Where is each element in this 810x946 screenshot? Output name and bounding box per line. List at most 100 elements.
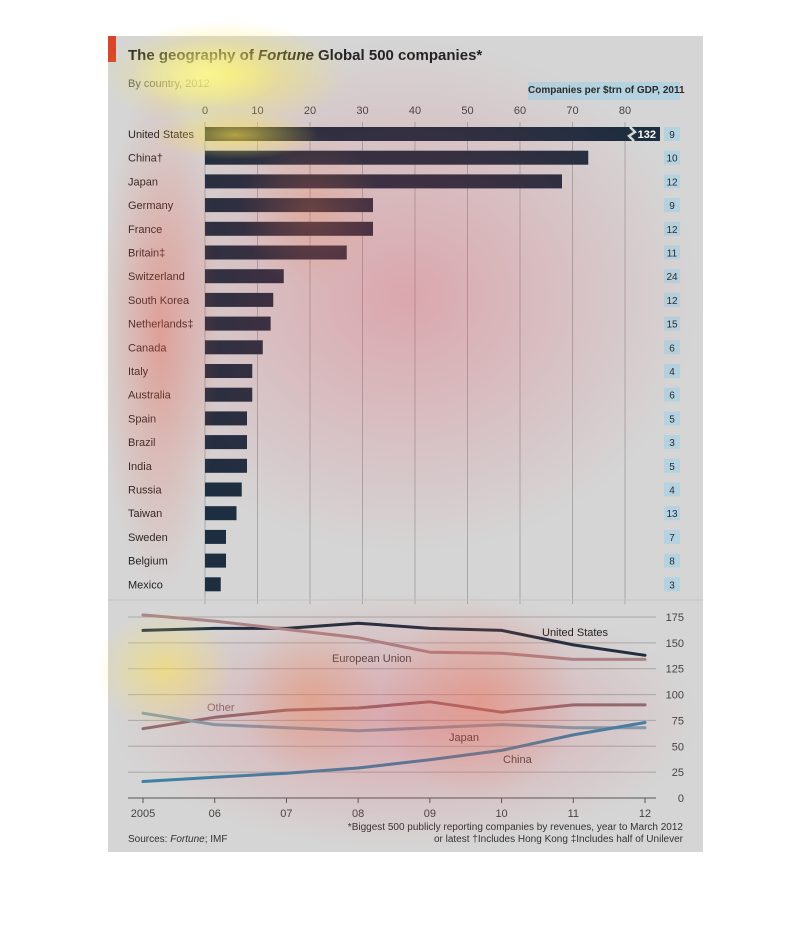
bar [205,553,226,568]
gdp-value: 12 [666,296,678,307]
category-label: Japan [128,176,158,188]
bar-data-label: 132 [638,129,656,141]
x-tick-label: 10 [495,808,507,820]
category-label: South Korea [128,295,190,307]
x-tick-label: 08 [352,808,364,820]
category-label: Canada [128,342,167,354]
gdp-value-box [664,482,680,497]
footnote: *Biggest 500 publicly reporting companie… [348,822,683,846]
x-tick-label: 06 [209,808,221,820]
x-tick-label: 80 [619,105,631,117]
gdp-value-box [664,316,680,331]
gdp-value-box [664,245,680,260]
series-label: Japan [449,732,479,744]
bar [205,340,263,355]
x-tick-label: 60 [514,105,526,117]
x-tick-label: 30 [356,105,368,117]
category-label: Mexico [128,579,163,591]
series-label: China [503,754,533,766]
gdp-value: 10 [666,154,678,165]
gdp-value-box [664,458,680,473]
gdp-value: 12 [666,225,678,236]
bar [205,269,284,284]
gdp-value: 8 [669,557,675,568]
sources-prefix: Sources: [128,834,171,845]
gdp-value: 9 [669,130,675,141]
gdp-value-box [664,269,680,284]
category-label: Australia [128,390,172,402]
footnote-line-1: *Biggest 500 publicly reporting companie… [347,822,683,833]
category-label: Britain‡ [128,248,165,260]
footnote-line-2: or latest †Includes Hong Kong ‡Includes … [433,834,683,845]
category-label: Netherlands‡ [128,319,193,331]
x-tick-label: 40 [409,105,421,117]
axis-break-mark [627,126,637,142]
bar [205,316,271,331]
category-label: Taiwan [128,508,162,520]
line-chart: 0 25 50 75 100 125 150 175 2005 06 07 08 09 10 11 12 Uni… [108,599,703,820]
gdp-value: 24 [666,272,678,283]
bar [205,198,373,213]
gdp-value: 4 [669,367,675,378]
bar [205,482,242,497]
gdp-value: 7 [669,533,675,544]
gdp-value: 11 [667,249,678,260]
title-text-end: Global 500 companies* [313,47,483,64]
gdp-value: 6 [669,391,675,402]
category-label: Brazil [128,437,156,449]
bar [205,174,562,189]
gdp-value-box [664,364,680,378]
y-tick-label: 125 [666,664,684,676]
gdp-value: 4 [669,486,675,497]
y-tick-label: 75 [672,715,684,727]
bar [205,529,226,544]
x-tick-label: 50 [461,105,473,117]
series-line [141,721,647,783]
gdp-value: 6 [669,343,675,354]
bar [205,221,373,236]
gdp-column-header: Companies per $trn of GDP, 2011 [528,82,685,100]
x-tick-label: 12 [639,808,651,820]
bar [205,387,253,402]
y-tick-label: 25 [672,767,684,779]
gdp-value-box [664,387,680,402]
bar [205,435,247,450]
gdp-value-box [664,340,680,355]
x-tick-label: 2005 [131,808,155,820]
series-label: United States [542,627,609,639]
bar [205,292,274,307]
category-label: Belgium [128,556,168,568]
chart-panel: The geography of Fortune Global 500 comp… [108,36,703,852]
bar [205,458,247,473]
category-label: India [128,461,153,473]
bar [205,411,247,426]
gdp-value-box [664,553,680,568]
gdp-value-box [664,411,680,426]
sources-suffix: ; IMF [204,834,228,845]
gdp-value-box [664,198,680,213]
gdp-value: 9 [669,201,675,212]
gdp-value: 15 [666,320,678,331]
bar [205,364,253,378]
x-tick-label: 07 [280,808,292,820]
category-label: Spain [128,413,156,425]
gdp-value: 5 [669,414,675,425]
gdp-value-box [664,127,680,141]
x-tick-label: 09 [424,808,436,820]
gdp-value-box [664,292,680,307]
gdp-value: 12 [666,177,678,188]
gdp-value: 13 [666,509,678,520]
y-tick-label: 0 [678,793,684,805]
gdp-value: 3 [669,580,675,591]
gdp-value-box [664,506,680,521]
gdp-value-box [664,221,680,236]
y-tick-label: 100 [666,690,684,702]
category-label: Germany [128,200,174,212]
gdp-value: 5 [669,462,675,473]
x-tick-label: 11 [568,808,579,820]
series-label: Other [207,702,235,714]
category-label: Italy [128,366,149,378]
y-tick-label: 50 [672,741,684,753]
category-label: Sweden [128,532,168,544]
